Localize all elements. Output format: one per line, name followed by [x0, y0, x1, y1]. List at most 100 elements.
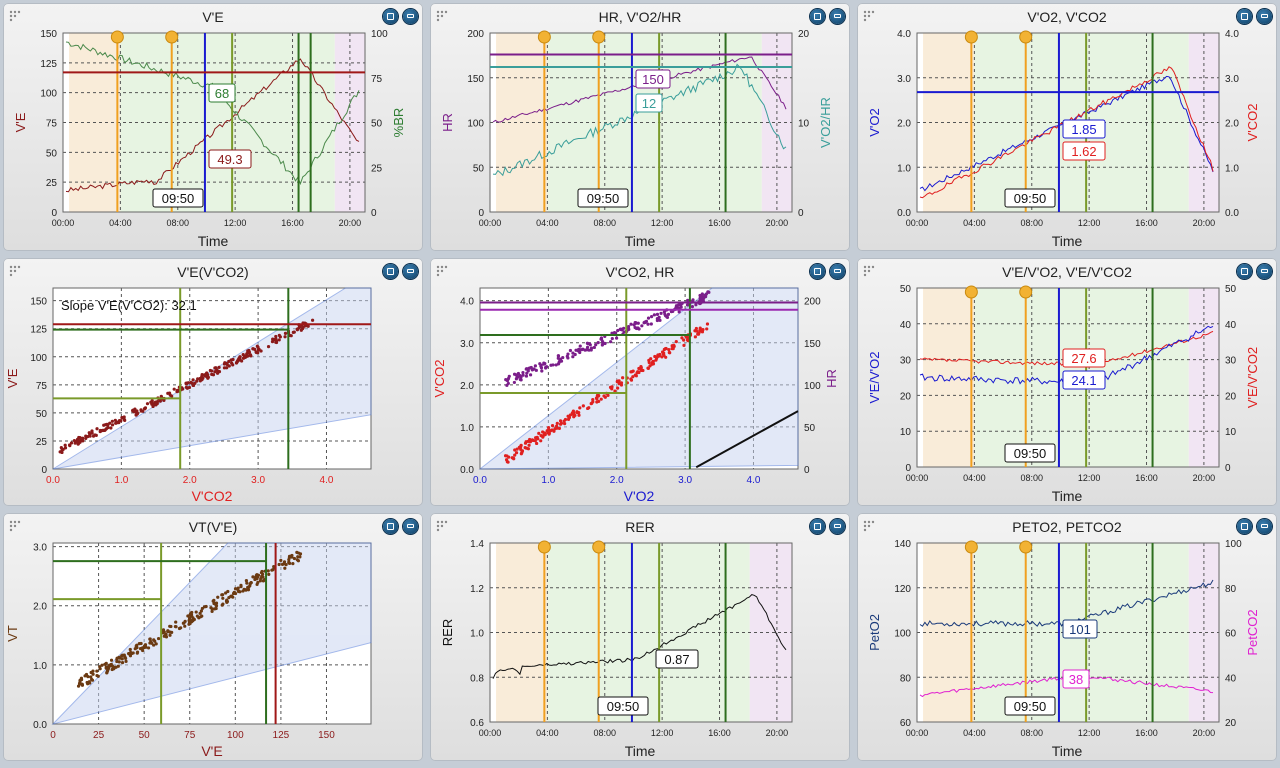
data-point	[227, 359, 231, 364]
time-stamp: 09:50	[1014, 446, 1047, 461]
y-tick-label: 4.0	[460, 297, 474, 308]
data-point	[210, 609, 214, 613]
data-point	[84, 436, 88, 441]
maximize-button[interactable]	[1237, 264, 1252, 279]
minimize-button[interactable]	[830, 264, 845, 279]
data-point	[640, 324, 644, 328]
data-point	[274, 334, 278, 339]
data-point	[175, 390, 179, 394]
data-point	[577, 410, 581, 415]
x-tick-label: 0.0	[46, 475, 60, 486]
y-tick-label: 1.4	[470, 539, 484, 550]
data-point	[78, 440, 82, 444]
data-point	[198, 611, 202, 615]
minimize-button[interactable]	[1257, 9, 1272, 24]
drag-grip-icon[interactable]	[9, 520, 21, 532]
minimize-button[interactable]	[830, 519, 845, 534]
data-point	[191, 378, 195, 382]
data-point	[139, 408, 143, 412]
data-point	[647, 360, 651, 365]
data-point	[521, 370, 525, 375]
data-point	[134, 644, 138, 648]
rer-chart[interactable]: 0.6 0.8 1.0 1.2 1.4 00:00 04:00 08:00 12:00 16:00…	[430, 513, 850, 761]
data-point	[568, 348, 573, 353]
drag-grip-icon[interactable]	[863, 10, 875, 22]
data-point	[682, 343, 686, 347]
value-label: 1.62	[1071, 144, 1096, 159]
data-point	[299, 328, 303, 332]
data-point	[216, 369, 220, 373]
value-label-box	[1062, 119, 1106, 139]
maximize-button[interactable]	[810, 264, 825, 279]
data-point	[635, 326, 640, 330]
drag-grip-icon[interactable]	[436, 265, 448, 277]
vco2-hr-chart[interactable]: 0.0 1.0 2.0 3.0 4.0 0 50 100 150 200 0.0 1.0 2.0 3.0 4…	[430, 258, 850, 506]
drag-grip-icon[interactable]	[9, 265, 21, 277]
minimize-button[interactable]	[1257, 519, 1272, 534]
data-point	[589, 402, 593, 406]
data-point	[603, 395, 607, 399]
data-point	[172, 387, 176, 391]
maximize-button[interactable]	[810, 9, 825, 24]
minimize-button[interactable]	[830, 9, 845, 24]
maximize-button[interactable]	[383, 264, 398, 279]
drag-grip-icon[interactable]	[863, 520, 875, 532]
pet-chart[interactable]: 60 80 100 120 140 20 40 60 80 100 00:00 04:00 08:00 1…	[857, 513, 1277, 761]
x-tick-label: 00:00	[479, 728, 502, 738]
data-point	[122, 415, 126, 419]
value-label-box	[1062, 141, 1106, 161]
data-point	[255, 573, 259, 577]
data-point	[260, 569, 264, 574]
data-point	[555, 421, 559, 425]
data-point	[653, 354, 657, 359]
rer-curve	[492, 594, 787, 679]
data-point	[530, 438, 534, 442]
hr-chart[interactable]: 0 50 100 150 200 0 10 20 00:00 04:00 08:00 12:00 16:…	[430, 3, 850, 251]
minimize-button[interactable]	[403, 264, 418, 279]
data-point	[597, 399, 601, 404]
data-point	[145, 402, 150, 406]
y-tick-label: 150	[467, 74, 484, 85]
minimize-button[interactable]	[1257, 264, 1272, 279]
maximize-button[interactable]	[383, 519, 398, 534]
x-tick-label: 16:00	[1135, 473, 1158, 483]
vt-chart[interactable]: 0.0 1.0 2.0 3.0 0 25 50 75 100 125 150 V'E VT	[3, 513, 423, 761]
data-point	[700, 329, 704, 333]
maximize-button[interactable]	[1237, 519, 1252, 534]
data-point	[170, 630, 174, 634]
data-point	[545, 429, 549, 433]
ve-vco2-chart[interactable]: 0 25 50 75 100 125 150 0.0 1.0 2.0 3.0 4.0 V'CO2 V'E S…	[3, 258, 423, 506]
drag-grip-icon[interactable]	[436, 520, 448, 532]
y-tick-label: 50	[473, 163, 485, 174]
minimize-button[interactable]	[403, 9, 418, 24]
y-tick-label: 1.0	[460, 423, 474, 434]
data-point	[585, 345, 590, 349]
data-point	[209, 606, 213, 610]
ve-chart[interactable]: 0 25 50 75 100 125 150 0 25 50 75 100 00:00 04:00 08:0…	[3, 3, 423, 251]
y-tick-label: 0.0	[897, 208, 911, 219]
data-point	[280, 562, 285, 567]
x-tick-label: 12:00	[651, 728, 674, 738]
vo2-chart[interactable]: 0.0 1.0 2.0 3.0 4.0 0.0 1.0 2.0 3.0 4.0 00:00 04:00…	[857, 3, 1277, 251]
data-point	[526, 369, 530, 373]
maximize-button[interactable]	[810, 519, 825, 534]
data-point	[621, 376, 625, 380]
maximize-button[interactable]	[383, 9, 398, 24]
eq-chart[interactable]: 0 10 20 30 40 50 0 10 20 30 40 50 00:00 04:00 08:00 12:…	[857, 258, 1277, 506]
value-label: 12	[642, 96, 656, 111]
drag-grip-icon[interactable]	[863, 265, 875, 277]
y2-tick-label: 150	[804, 339, 821, 350]
data-point	[629, 370, 633, 374]
maximize-button[interactable]	[1237, 9, 1252, 24]
data-point	[115, 656, 119, 660]
minimize-button[interactable]	[403, 519, 418, 534]
data-point	[515, 374, 519, 379]
data-point	[533, 364, 537, 368]
data-point	[256, 351, 260, 355]
drag-grip-icon[interactable]	[436, 10, 448, 22]
drag-grip-icon[interactable]	[9, 10, 21, 22]
value-label-box	[635, 93, 663, 113]
data-point	[115, 659, 119, 664]
y-tick-label: 75	[46, 119, 58, 130]
data-point	[174, 625, 178, 629]
